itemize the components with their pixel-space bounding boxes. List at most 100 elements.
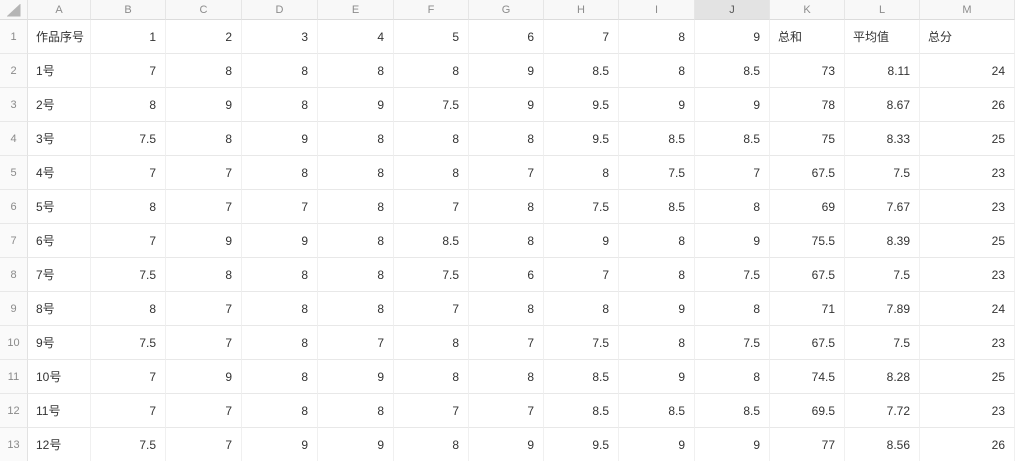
cell-J7[interactable]: 9 — [695, 224, 770, 258]
cell-B2[interactable]: 7 — [91, 54, 166, 88]
row-header-1[interactable]: 1 — [0, 20, 28, 54]
cell-M12[interactable]: 23 — [920, 394, 1015, 428]
cell-K8[interactable]: 67.5 — [770, 258, 845, 292]
cell-A8[interactable]: 7号 — [28, 258, 91, 292]
cell-J13[interactable]: 9 — [695, 428, 770, 461]
cell-B3[interactable]: 8 — [91, 88, 166, 122]
cell-B9[interactable]: 8 — [91, 292, 166, 326]
cell-G3[interactable]: 9 — [469, 88, 544, 122]
cell-L4[interactable]: 8.33 — [845, 122, 920, 156]
cell-C2[interactable]: 8 — [166, 54, 242, 88]
row-header-4[interactable]: 4 — [0, 122, 28, 156]
cell-G1[interactable]: 6 — [469, 20, 544, 54]
cell-E10[interactable]: 7 — [318, 326, 394, 360]
cell-H3[interactable]: 9.5 — [544, 88, 619, 122]
select-all-corner[interactable] — [0, 0, 28, 20]
cell-J11[interactable]: 8 — [695, 360, 770, 394]
cell-D9[interactable]: 8 — [242, 292, 318, 326]
cell-M5[interactable]: 23 — [920, 156, 1015, 190]
cell-H8[interactable]: 7 — [544, 258, 619, 292]
cell-D4[interactable]: 9 — [242, 122, 318, 156]
cell-C11[interactable]: 9 — [166, 360, 242, 394]
cell-C1[interactable]: 2 — [166, 20, 242, 54]
cell-F1[interactable]: 5 — [394, 20, 469, 54]
cell-B8[interactable]: 7.5 — [91, 258, 166, 292]
cell-E13[interactable]: 9 — [318, 428, 394, 461]
row-header-12[interactable]: 12 — [0, 394, 28, 428]
cell-M4[interactable]: 25 — [920, 122, 1015, 156]
cell-A4[interactable]: 3号 — [28, 122, 91, 156]
cell-A1[interactable]: 作品序号 — [28, 20, 91, 54]
cell-G8[interactable]: 6 — [469, 258, 544, 292]
cell-I10[interactable]: 8 — [619, 326, 695, 360]
cell-M9[interactable]: 24 — [920, 292, 1015, 326]
cell-F2[interactable]: 8 — [394, 54, 469, 88]
row-header-2[interactable]: 2 — [0, 54, 28, 88]
cell-D8[interactable]: 8 — [242, 258, 318, 292]
cell-M8[interactable]: 23 — [920, 258, 1015, 292]
cell-M13[interactable]: 26 — [920, 428, 1015, 461]
cell-F6[interactable]: 7 — [394, 190, 469, 224]
cell-J2[interactable]: 8.5 — [695, 54, 770, 88]
cell-L3[interactable]: 8.67 — [845, 88, 920, 122]
cell-I11[interactable]: 9 — [619, 360, 695, 394]
cell-D10[interactable]: 8 — [242, 326, 318, 360]
cell-E1[interactable]: 4 — [318, 20, 394, 54]
cell-J5[interactable]: 7 — [695, 156, 770, 190]
cell-I2[interactable]: 8 — [619, 54, 695, 88]
column-header-A[interactable]: A — [28, 0, 91, 20]
cell-K9[interactable]: 71 — [770, 292, 845, 326]
cell-E6[interactable]: 8 — [318, 190, 394, 224]
cell-L1[interactable]: 平均值 — [845, 20, 920, 54]
cell-J9[interactable]: 8 — [695, 292, 770, 326]
cell-C6[interactable]: 7 — [166, 190, 242, 224]
cell-G6[interactable]: 8 — [469, 190, 544, 224]
cell-F7[interactable]: 8.5 — [394, 224, 469, 258]
cell-I1[interactable]: 8 — [619, 20, 695, 54]
cell-I5[interactable]: 7.5 — [619, 156, 695, 190]
cell-I12[interactable]: 8.5 — [619, 394, 695, 428]
cell-C3[interactable]: 9 — [166, 88, 242, 122]
cell-B13[interactable]: 7.5 — [91, 428, 166, 461]
cell-M6[interactable]: 23 — [920, 190, 1015, 224]
cell-J8[interactable]: 7.5 — [695, 258, 770, 292]
cell-B5[interactable]: 7 — [91, 156, 166, 190]
cell-J3[interactable]: 9 — [695, 88, 770, 122]
column-header-D[interactable]: D — [242, 0, 318, 20]
cell-F9[interactable]: 7 — [394, 292, 469, 326]
cell-D12[interactable]: 8 — [242, 394, 318, 428]
cell-C10[interactable]: 7 — [166, 326, 242, 360]
cell-E4[interactable]: 8 — [318, 122, 394, 156]
cell-H9[interactable]: 8 — [544, 292, 619, 326]
cell-H12[interactable]: 8.5 — [544, 394, 619, 428]
cell-K3[interactable]: 78 — [770, 88, 845, 122]
cell-E5[interactable]: 8 — [318, 156, 394, 190]
cell-G12[interactable]: 7 — [469, 394, 544, 428]
cell-M7[interactable]: 25 — [920, 224, 1015, 258]
cell-B1[interactable]: 1 — [91, 20, 166, 54]
cell-E12[interactable]: 8 — [318, 394, 394, 428]
column-header-K[interactable]: K — [770, 0, 845, 20]
cell-C13[interactable]: 7 — [166, 428, 242, 461]
cell-E3[interactable]: 9 — [318, 88, 394, 122]
cell-L7[interactable]: 8.39 — [845, 224, 920, 258]
cell-H5[interactable]: 8 — [544, 156, 619, 190]
cell-J10[interactable]: 7.5 — [695, 326, 770, 360]
cell-G13[interactable]: 9 — [469, 428, 544, 461]
cell-K1[interactable]: 总和 — [770, 20, 845, 54]
row-header-9[interactable]: 9 — [0, 292, 28, 326]
row-header-6[interactable]: 6 — [0, 190, 28, 224]
cell-A12[interactable]: 11号 — [28, 394, 91, 428]
cell-K11[interactable]: 74.5 — [770, 360, 845, 394]
cell-L8[interactable]: 7.5 — [845, 258, 920, 292]
cell-L6[interactable]: 7.67 — [845, 190, 920, 224]
cell-L2[interactable]: 8.11 — [845, 54, 920, 88]
cell-C7[interactable]: 9 — [166, 224, 242, 258]
cell-H2[interactable]: 8.5 — [544, 54, 619, 88]
cell-L13[interactable]: 8.56 — [845, 428, 920, 461]
cell-G4[interactable]: 8 — [469, 122, 544, 156]
cell-D2[interactable]: 8 — [242, 54, 318, 88]
cell-J6[interactable]: 8 — [695, 190, 770, 224]
cell-M1[interactable]: 总分 — [920, 20, 1015, 54]
cell-D13[interactable]: 9 — [242, 428, 318, 461]
